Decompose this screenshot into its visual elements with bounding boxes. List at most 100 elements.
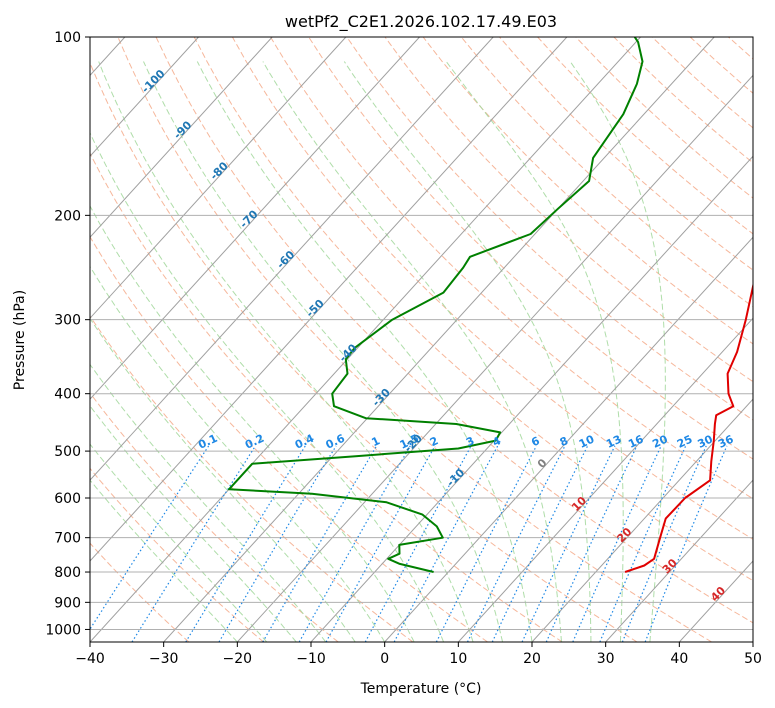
isotherm-line bbox=[90, 37, 568, 562]
mixing-ratio-line bbox=[599, 445, 687, 642]
moist-adiabat-line bbox=[98, 61, 474, 642]
isotherm-label: -10 bbox=[444, 466, 467, 489]
mixing-ratio-label: 1 bbox=[370, 434, 382, 449]
mixing-ratio-label: 2 bbox=[428, 434, 440, 449]
dewpoint-line bbox=[228, 37, 644, 573]
mixing-ratio-line bbox=[185, 445, 306, 642]
y-axis-label: Pressure (hPa) bbox=[12, 290, 28, 390]
dry-adiabat-line bbox=[90, 152, 563, 642]
isotherm-line bbox=[90, 37, 199, 158]
dry-adiabat-line bbox=[90, 235, 488, 642]
isotherm-line bbox=[531, 398, 753, 642]
dry-adiabat-line bbox=[90, 392, 339, 642]
isotherm-line bbox=[384, 236, 753, 642]
isotherm-label: -90 bbox=[171, 118, 194, 141]
chart-title: wetPf2_C2E1.2026.102.17.49.E03 bbox=[285, 12, 557, 32]
dry-adiabat-line bbox=[346, 37, 753, 421]
mixing-ratio-label: 16 bbox=[626, 432, 646, 450]
isotherm-line bbox=[310, 155, 753, 642]
mixing-ratio-line bbox=[572, 445, 662, 642]
isotherm-label: -60 bbox=[274, 248, 297, 271]
moist-adiabat-line bbox=[90, 363, 327, 642]
mixing-ratio-line bbox=[218, 445, 337, 642]
dry-adiabat-line bbox=[689, 37, 753, 94]
y-tick-label: 200 bbox=[54, 208, 81, 224]
mixing-ratio-line bbox=[491, 445, 589, 642]
x-tick-label: 20 bbox=[523, 651, 541, 667]
temperature-line bbox=[624, 281, 753, 573]
mixing-ratio-label: 0.6 bbox=[324, 432, 347, 452]
mixing-ratio-line bbox=[621, 445, 707, 642]
x-tick-label: 10 bbox=[449, 651, 467, 667]
dry-adiabat-line bbox=[90, 467, 264, 642]
y-tick-label: 400 bbox=[54, 387, 81, 403]
y-tick-label: 800 bbox=[54, 565, 81, 581]
x-tick-label: 50 bbox=[744, 651, 762, 667]
moist-adiabat-line bbox=[90, 317, 356, 642]
dry-adiabat-line bbox=[90, 61, 638, 642]
x-tick-label: −20 bbox=[223, 651, 253, 667]
mixing-ratio-line bbox=[435, 445, 537, 642]
isotherm-label: 10 bbox=[569, 494, 589, 514]
dry-adiabat-line bbox=[422, 37, 753, 345]
isotherm-label: -100 bbox=[139, 67, 168, 96]
moist-adiabat-line bbox=[196, 61, 533, 642]
isotherm-label: -80 bbox=[208, 159, 231, 182]
isotherm-line bbox=[90, 37, 273, 238]
mixing-ratio-label: 30 bbox=[696, 432, 716, 450]
mixing-ratio-label: 0.2 bbox=[243, 432, 266, 452]
moist-adiabat-line bbox=[262, 61, 562, 642]
mixing-ratio-line bbox=[466, 445, 566, 642]
y-tick-label: 900 bbox=[54, 595, 81, 611]
y-tick-label: 100 bbox=[54, 30, 81, 46]
isotherm-label: -30 bbox=[370, 386, 393, 409]
mixing-ratio-line bbox=[262, 445, 378, 642]
dry-adiabat-line bbox=[728, 37, 753, 60]
x-axis-label: Temperature (°C) bbox=[360, 681, 482, 697]
x-tick-label: −30 bbox=[149, 651, 179, 667]
moist-adiabat-line bbox=[90, 443, 268, 642]
mixing-ratio-line bbox=[90, 445, 210, 631]
isotherm-label: -70 bbox=[237, 207, 260, 230]
dry-adiabat-line bbox=[460, 37, 753, 308]
isotherm-line bbox=[163, 37, 715, 642]
moist-adiabat-line bbox=[90, 265, 386, 642]
isotherm-label: -40 bbox=[336, 341, 359, 364]
isotherm-label: 40 bbox=[708, 584, 728, 604]
mixing-ratio-label: 13 bbox=[604, 433, 623, 451]
moist-adiabat-line bbox=[90, 479, 238, 642]
x-tick-label: −10 bbox=[296, 651, 326, 667]
isotherm-line bbox=[605, 479, 753, 642]
x-tick-label: −40 bbox=[75, 651, 105, 667]
dry-adiabat-line bbox=[193, 37, 753, 582]
mixing-ratio-label: 0.1 bbox=[196, 432, 219, 452]
dry-adiabat-line bbox=[575, 37, 753, 199]
dry-adiabat-line bbox=[384, 37, 753, 383]
mixing-ratio-label: 8 bbox=[558, 434, 570, 449]
isotherm-line bbox=[90, 37, 494, 481]
mixing-ratio-label: 0.4 bbox=[293, 432, 316, 452]
x-tick-label: 0 bbox=[380, 651, 389, 667]
isotherm-line bbox=[457, 317, 753, 642]
mixing-ratio-label: 25 bbox=[675, 433, 694, 451]
mixing-ratio-label: 20 bbox=[650, 432, 670, 450]
isotherm-label: 30 bbox=[660, 556, 680, 576]
moist-adiabat-line bbox=[343, 61, 592, 642]
dry-adiabat-line bbox=[270, 37, 753, 500]
isotherm-label: 20 bbox=[614, 525, 634, 545]
mixing-ratio-line bbox=[325, 445, 436, 642]
x-tick-label: 30 bbox=[597, 651, 615, 667]
moist-adiabat-line bbox=[90, 205, 415, 642]
mixing-ratio-label: 4 bbox=[491, 434, 504, 449]
moist-adiabat-line bbox=[143, 61, 503, 642]
isotherm-line bbox=[752, 641, 753, 642]
mixing-ratio-label: 10 bbox=[577, 432, 597, 450]
isotherm-line bbox=[236, 74, 753, 642]
isotherm-line bbox=[90, 37, 420, 400]
y-tick-label: 1000 bbox=[45, 622, 81, 638]
moist-adiabat-line bbox=[445, 61, 624, 642]
moist-adiabat-line bbox=[90, 131, 445, 642]
dry-adiabat-line bbox=[90, 542, 190, 642]
dry-adiabat-line bbox=[90, 315, 414, 642]
